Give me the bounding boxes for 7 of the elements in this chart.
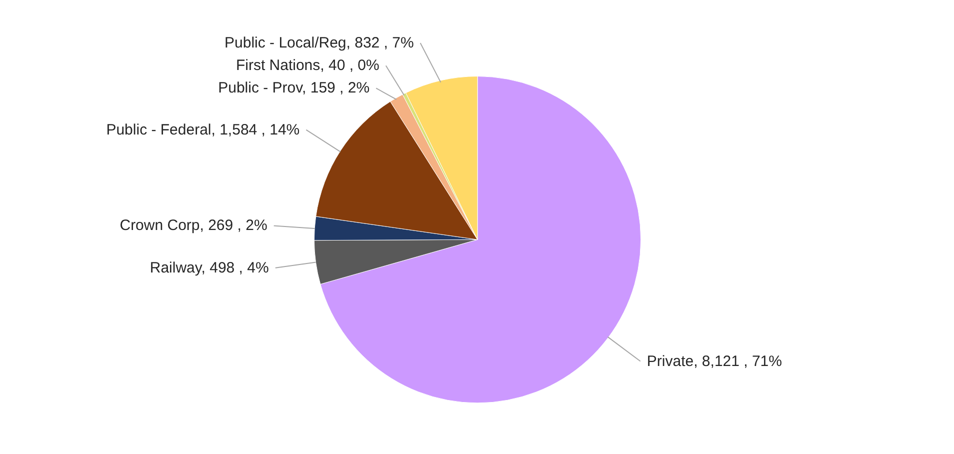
slice-label: Public - Federal, 1,584 , 14% [106,121,300,138]
slice-label: Crown Corp, 269 , 2% [120,217,268,234]
slice-label: Private, 8,121 , 71% [646,352,782,370]
slice-label: Railway, 498 , 4% [150,259,269,276]
slice-label: First Nations, 40 , 0% [236,57,380,74]
slice-label: Public - Local/Reg, 832 , 7% [224,34,414,52]
slice-label: Public - Prov, 159 , 2% [218,80,370,97]
